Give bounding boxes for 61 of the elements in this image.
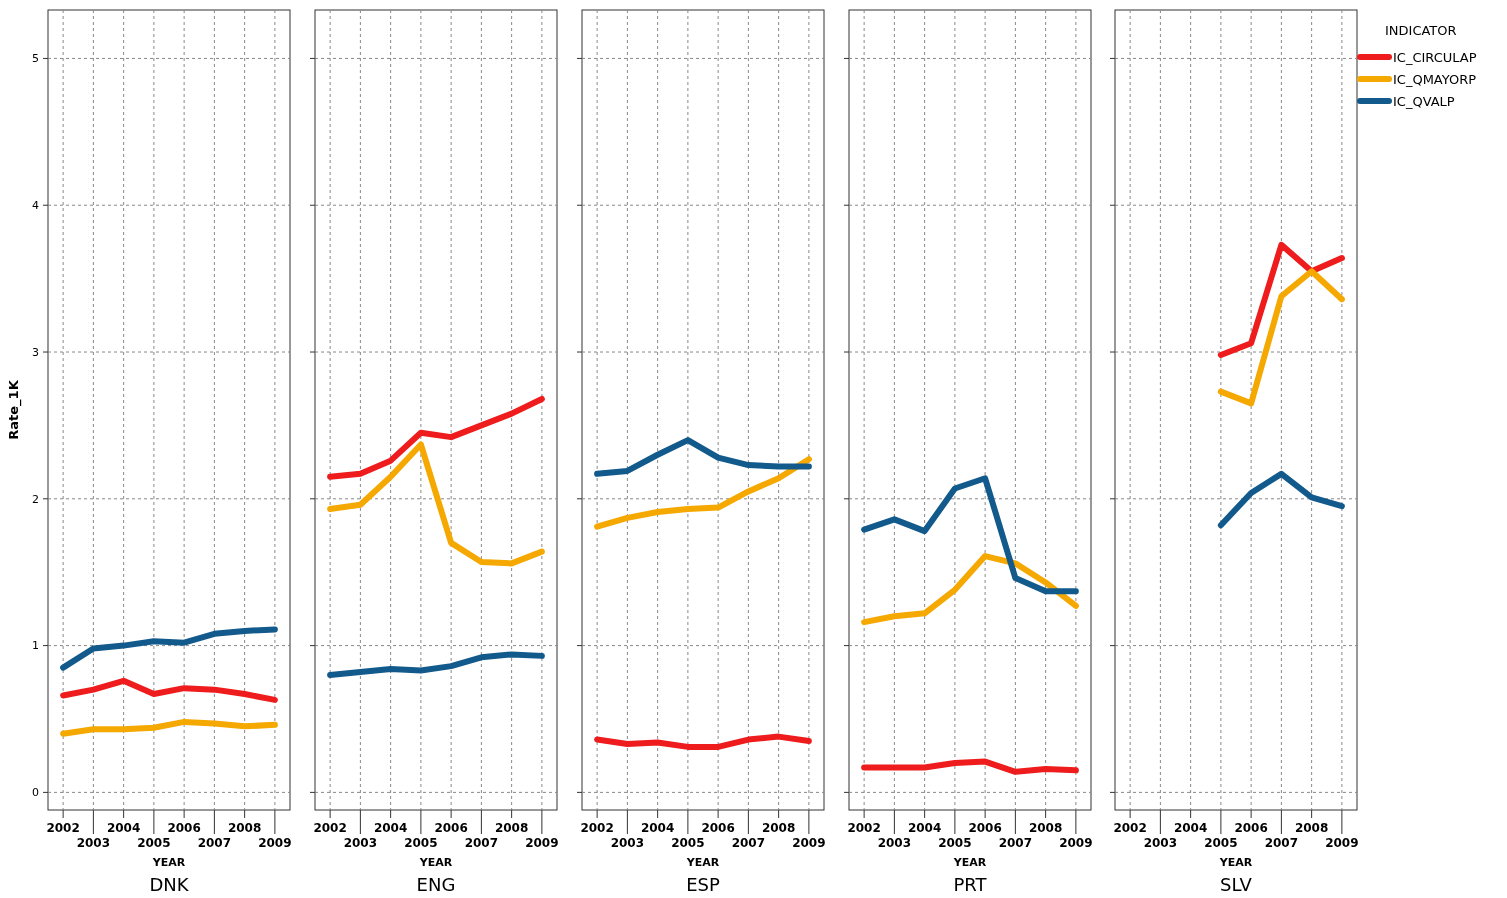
x-tick-label: 2003 xyxy=(76,836,111,850)
x-tick-label: 2005 xyxy=(404,836,438,850)
x-tick-label: 2009 xyxy=(1325,836,1359,850)
x-axis-title: YEAR xyxy=(151,856,186,869)
x-tick-label: 2006 xyxy=(701,821,735,835)
x-tick-label: 2006 xyxy=(167,821,201,835)
x-tick-label: 2006 xyxy=(968,821,1002,835)
x-tick-label: 2006 xyxy=(434,821,468,835)
y-axis-title: Rate_1K xyxy=(6,379,22,440)
y-tick-label: 4 xyxy=(32,199,39,213)
x-tick-label: 2008 xyxy=(227,821,262,835)
x-tick-label: 2002 xyxy=(46,821,80,835)
text: DNK xyxy=(149,874,190,895)
x-tick-label: 2002 xyxy=(313,821,347,835)
x-tick-label: 2002 xyxy=(580,821,614,835)
y-tick-label: 1 xyxy=(32,639,39,653)
y-tick-label: 0 xyxy=(32,786,39,800)
x-axis-title: YEAR xyxy=(1218,856,1253,869)
x-tick-label: 2008 xyxy=(494,821,529,835)
x-tick-label: 2004 xyxy=(640,821,675,835)
text: SLV xyxy=(1220,874,1253,895)
x-tick-label: 2006 xyxy=(1234,821,1268,835)
y-tick-label: 5 xyxy=(32,52,39,66)
x-tick-label: 2008 xyxy=(761,821,796,835)
x-tick-label: 2007 xyxy=(998,836,1033,850)
x-tick-label: 2009 xyxy=(1059,836,1093,850)
y-tick-label: 2 xyxy=(32,492,39,506)
x-tick-label: 2004 xyxy=(1173,821,1208,835)
x-tick-label: 2009 xyxy=(792,836,826,850)
text: ESP xyxy=(686,874,720,895)
text: PRT xyxy=(953,874,988,895)
x-tick-label: 2009 xyxy=(258,836,292,850)
x-axis-title: YEAR xyxy=(952,856,987,869)
text: ENG xyxy=(416,874,456,895)
y-tick-label: 3 xyxy=(32,345,39,359)
x-tick-label: 2004 xyxy=(106,821,141,835)
x-tick-label: 2008 xyxy=(1028,821,1063,835)
x-tick-label: 2007 xyxy=(464,836,499,850)
x-tick-label: 2003 xyxy=(610,836,645,850)
x-tick-label: 2008 xyxy=(1294,821,1329,835)
legend-label: IC_QMAYORP xyxy=(1393,71,1477,87)
x-tick-label: 2005 xyxy=(1204,836,1238,850)
x-tick-label: 2007 xyxy=(197,836,232,850)
x-axis-title: YEAR xyxy=(418,856,453,869)
x-tick-label: 2009 xyxy=(525,836,559,850)
x-tick-label: 2007 xyxy=(1264,836,1299,850)
legend-label: IC_CIRCULAP xyxy=(1393,49,1477,65)
x-tick-label: 2004 xyxy=(373,821,408,835)
x-tick-label: 2004 xyxy=(907,821,942,835)
x-tick-label: 2005 xyxy=(938,836,972,850)
x-tick-label: 2003 xyxy=(1143,836,1178,850)
x-tick-label: 2003 xyxy=(343,836,378,850)
x-tick-label: 2007 xyxy=(731,836,766,850)
x-tick-label: 2005 xyxy=(137,836,171,850)
x-tick-label: 2002 xyxy=(1113,821,1147,835)
x-axis-title: YEAR xyxy=(685,856,720,869)
x-tick-label: 2002 xyxy=(847,821,881,835)
x-tick-label: 2003 xyxy=(877,836,912,850)
x-tick-label: 2005 xyxy=(671,836,705,850)
legend-label: IC_QVALP xyxy=(1393,93,1455,109)
legend-title: INDICATOR xyxy=(1385,23,1457,38)
